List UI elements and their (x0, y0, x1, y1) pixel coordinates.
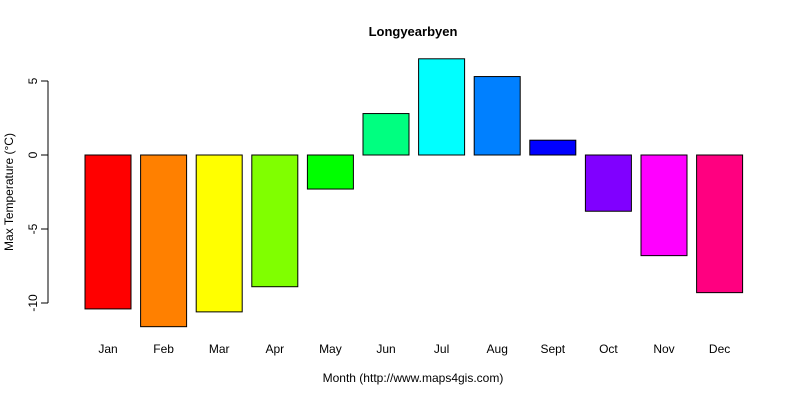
bar-nov (640, 154, 688, 257)
bar-apr (251, 154, 299, 288)
bar-oct (584, 154, 632, 212)
y-axis: -10 -5 0 5 (26, 77, 49, 312)
bar-feb (140, 154, 188, 328)
y-axis-label: Max Temperature (°C) (2, 133, 16, 251)
bar-mar (195, 154, 243, 313)
x-tick-label: Mar (209, 342, 230, 356)
x-tick-label: Sept (540, 342, 565, 356)
x-tick-label: Nov (653, 342, 674, 356)
bar-jun (362, 113, 410, 156)
bar-jan (84, 154, 132, 310)
x-tick-label: Aug (487, 342, 508, 356)
x-tick-label: Dec (709, 342, 730, 356)
x-tick-label: Jan (98, 342, 117, 356)
bars (84, 58, 744, 328)
y-tick-label: 5 (26, 77, 40, 84)
x-tick-label: Feb (153, 342, 174, 356)
x-tick-label: Apr (265, 342, 284, 356)
x-tick-label: Jun (376, 342, 395, 356)
x-tick-label: May (319, 342, 342, 356)
bar-sept (529, 139, 577, 156)
bar-may (306, 154, 354, 190)
chart-title: Longyearbyen (369, 24, 458, 39)
x-tick-labels: Jan Feb Mar Apr May Jun Jul Aug Sept Oct Nov Dec (98, 342, 730, 356)
x-tick-label: Oct (599, 342, 618, 356)
bar-aug (473, 76, 521, 156)
y-tick-label: -10 (26, 294, 40, 312)
x-tick-label: Jul (434, 342, 449, 356)
x-axis-label: Month (http://www.maps4gis.com) (323, 371, 504, 385)
bar-dec (696, 154, 744, 294)
bar-jul (418, 58, 466, 156)
y-tick-label: 0 (26, 151, 40, 158)
y-tick-label: -5 (26, 223, 40, 234)
